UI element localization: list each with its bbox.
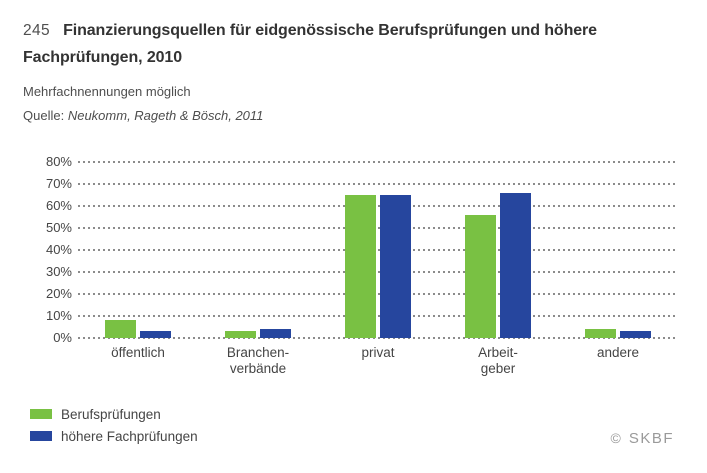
source-label: Quelle: [23, 108, 65, 123]
figure-title-line2: Fachprüfungen, 2010 [23, 49, 183, 66]
x-label-Branchenverbände: Branchen-verbände [226, 345, 290, 376]
legend-label-berufspruefungen: Berufsprüfungen [61, 406, 161, 422]
gridline-70% [78, 183, 678, 185]
y-tick-label-70%: 70% [45, 176, 72, 191]
bar-privat-series1 [380, 195, 411, 338]
y-tick-label-10%: 10% [45, 308, 72, 323]
y-tick-label-80%: 80% [45, 154, 72, 169]
figure-source: Quelle: Neukomm, Rageth & Bösch, 2011 [23, 108, 688, 123]
copyright-symbol-icon: © [610, 430, 621, 446]
y-tick-label-50%: 50% [45, 220, 72, 235]
bar-Arbeitgeber-series0 [465, 214, 496, 338]
bar-Branchenverbände-series0 [225, 331, 256, 338]
gridline-60% [78, 205, 678, 207]
copyright-name: SKBF [628, 430, 674, 447]
bar-Branchenverbände-series1 [260, 329, 291, 338]
x-label-öffentlich: öffentlich [111, 345, 165, 360]
legend-swatch-green [30, 409, 52, 419]
legend-label-hoehere-fachpruefungen: höhere Fachprüfungen [61, 428, 198, 444]
gridline-40% [78, 249, 678, 251]
bar-privat-series0 [345, 195, 376, 338]
y-tick-label-60%: 60% [45, 198, 72, 213]
gridline-30% [78, 271, 678, 273]
y-axis: 0% 10% 20% 30% 40% 50% 60% 70% 80% [0, 154, 72, 345]
chart-legend: Berufsprüfungen höhere Fachprüfungen [30, 403, 198, 447]
figure-number: 245 [23, 22, 51, 39]
x-label-Arbeitgeber: Arbeit-geber [478, 345, 518, 376]
bar-öffentlich-series0 [105, 320, 136, 338]
legend-item-hoehere-fachpruefungen: höhere Fachprüfungen [30, 425, 198, 447]
bar-Arbeitgeber-series1 [500, 192, 531, 338]
legend-item-berufspruefungen: Berufsprüfungen [30, 403, 198, 425]
bar-öffentlich-series1 [140, 331, 171, 338]
figure-title-line1: Finanzierungsquellen für eidgenössische … [63, 22, 597, 39]
bar-andere-series0 [585, 329, 616, 338]
copyright: © SKBF [610, 430, 674, 447]
gridline-80% [78, 161, 678, 163]
gridline-20% [78, 293, 678, 295]
gridline-10% [78, 315, 678, 317]
x-axis: öffentlich Branchen-verbände privat Arbeit-… [78, 345, 678, 387]
bar-andere-series1 [620, 331, 651, 338]
y-tick-label-0%: 0% [53, 330, 72, 345]
x-label-privat: privat [361, 345, 395, 360]
legend-swatch-blue [30, 431, 52, 441]
figure-header: 245 Finanzierungsquellen für eidgenössisc… [23, 17, 688, 123]
y-tick-label-30%: 30% [45, 264, 72, 279]
figure-title-row: 245 Finanzierungsquellen für eidgenössisc… [23, 17, 688, 44]
plot-area [78, 161, 678, 339]
gridline-0% [78, 337, 678, 339]
figure-subtitle: Mehrfachnennungen möglich [23, 84, 191, 99]
y-tick-label-20%: 20% [45, 286, 72, 301]
gridline-50% [78, 227, 678, 229]
source-value: Neukomm, Rageth & Bösch, 2011 [67, 108, 264, 123]
x-label-andere: andere [596, 345, 640, 360]
y-tick-label-40%: 40% [45, 242, 72, 257]
